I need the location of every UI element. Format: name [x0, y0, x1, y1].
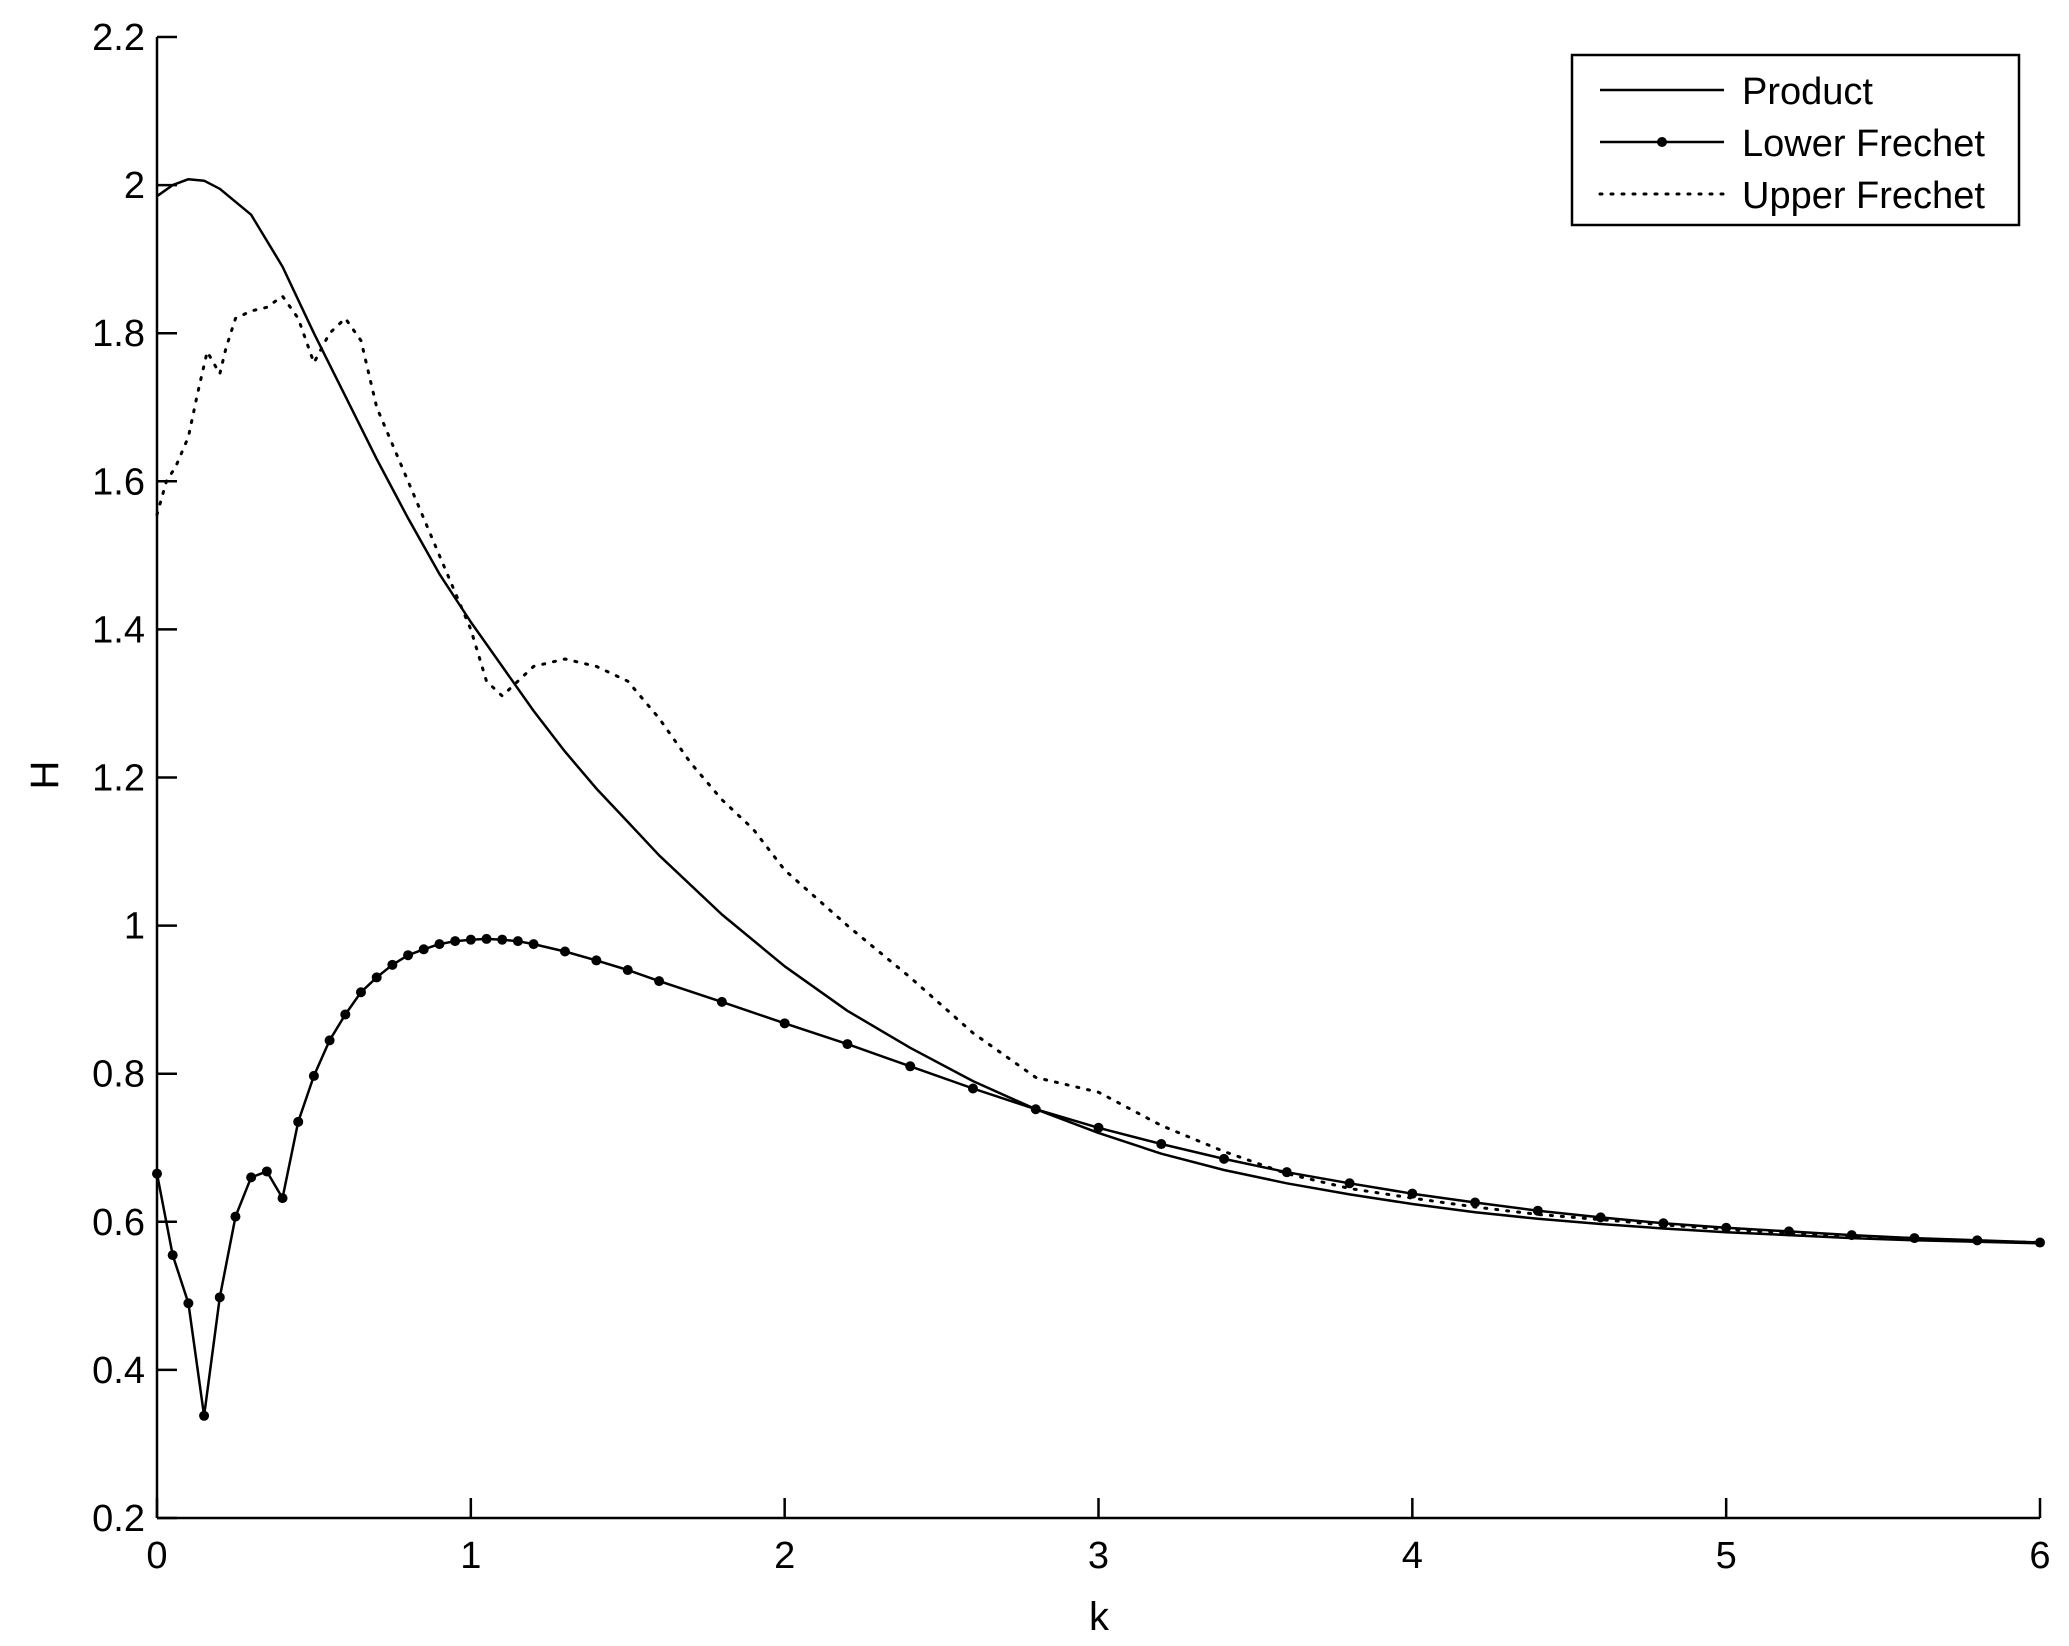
data-point-lower-frechet — [1093, 1122, 1104, 1133]
data-point-lower-frechet — [183, 1298, 194, 1309]
axes: 0 1 2 3 4 5 6 0.2 0.4 0.6 0.8 1 1.2 1.4 1.6 1.8 2 2.2 — [92, 17, 2050, 1577]
x-tick-label: 3 — [1088, 1535, 1109, 1577]
data-point-lower-frechet — [1470, 1197, 1481, 1208]
data-point-lower-frechet — [1219, 1153, 1230, 1164]
data-point-lower-frechet — [371, 972, 382, 983]
y-tick-label: 1.2 — [92, 758, 145, 800]
data-point-lower-frechet — [199, 1410, 210, 1421]
data-point-lower-frechet — [622, 965, 633, 976]
data-point-lower-frechet — [779, 1018, 790, 1029]
data-point-lower-frechet — [308, 1070, 319, 1081]
y-tick-label: 2 — [124, 165, 145, 207]
y-tick-label: 0.6 — [92, 1202, 145, 1244]
x-tick-label: 1 — [460, 1535, 481, 1577]
data-point-lower-frechet — [1030, 1104, 1041, 1115]
data-point-lower-frechet — [403, 950, 414, 961]
data-point-lower-frechet — [1595, 1212, 1606, 1223]
y-tick-label: 0.8 — [92, 1054, 145, 1096]
data-point-lower-frechet — [293, 1116, 304, 1127]
data-point-lower-frechet — [324, 1035, 335, 1046]
data-point-lower-frechet — [1783, 1226, 1794, 1237]
data-point-lower-frechet — [167, 1250, 178, 1261]
data-point-lower-frechet — [1407, 1188, 1418, 1199]
data-point-lower-frechet — [559, 946, 570, 957]
x-tick-label: 5 — [1716, 1535, 1737, 1577]
data-point-lower-frechet — [716, 996, 727, 1007]
x-tick-label: 2 — [774, 1535, 795, 1577]
data-point-lower-frechet — [355, 987, 366, 998]
x-tick-label: 0 — [146, 1535, 167, 1577]
data-point-lower-frechet — [261, 1166, 272, 1177]
series-line-upper-frechet — [155, 294, 2042, 1244]
legend-marker-lower-frechet — [1657, 137, 1667, 147]
data-point-lower-frechet — [230, 1211, 241, 1222]
data-point-lower-frechet — [246, 1172, 257, 1183]
y-tick-label: 0.2 — [92, 1498, 145, 1540]
x-tick-label: 6 — [2029, 1535, 2050, 1577]
x-axis-label: k — [1089, 1595, 1110, 1639]
data-point-lower-frechet — [1156, 1139, 1167, 1150]
data-point-lower-frechet — [591, 955, 602, 966]
y-axis-label: H — [23, 761, 67, 790]
data-point-lower-frechet — [418, 944, 429, 955]
data-point-lower-frechet — [905, 1061, 916, 1072]
y-tick-label: 1.6 — [92, 461, 145, 503]
data-point-lower-frechet — [1846, 1230, 1857, 1241]
data-point-lower-frechet — [654, 976, 665, 987]
legend-label-upper-frechet: Upper Frechet — [1742, 175, 1985, 217]
data-point-lower-frechet — [434, 939, 445, 950]
legend-label-product: Product — [1742, 71, 1873, 113]
data-point-lower-frechet — [842, 1039, 853, 1050]
data-point-lower-frechet — [967, 1083, 978, 1094]
data-point-lower-frechet — [387, 959, 398, 970]
y-tick-label: 1.4 — [92, 609, 145, 651]
data-point-lower-frechet — [512, 936, 523, 947]
legend-label-lower-frechet: Lower Frechet — [1742, 123, 1985, 165]
data-point-lower-frechet — [528, 939, 539, 950]
plot-area — [152, 177, 2045, 1421]
data-point-lower-frechet — [340, 1009, 351, 1020]
data-point-lower-frechet — [450, 936, 461, 947]
data-point-lower-frechet — [1344, 1178, 1355, 1189]
data-point-lower-frechet — [497, 934, 508, 945]
y-tick-label: 2.2 — [92, 17, 145, 59]
y-tick-label: 1.8 — [92, 313, 145, 355]
data-point-lower-frechet — [2035, 1237, 2045, 1248]
data-point-lower-frechet — [481, 933, 492, 944]
y-tick-label: 1 — [124, 906, 145, 948]
legend-box — [1570, 53, 2021, 227]
data-point-lower-frechet — [214, 1292, 225, 1303]
legend: Product Lower Frechet Upper Frechet — [1570, 53, 2021, 227]
series-line-product — [156, 177, 2041, 1245]
x-tick-label: 4 — [1402, 1535, 1423, 1577]
data-point-lower-frechet — [465, 934, 476, 945]
data-point-lower-frechet — [277, 1193, 288, 1204]
data-point-lower-frechet — [1972, 1235, 1983, 1246]
y-tick-label: 0.4 — [92, 1350, 145, 1392]
